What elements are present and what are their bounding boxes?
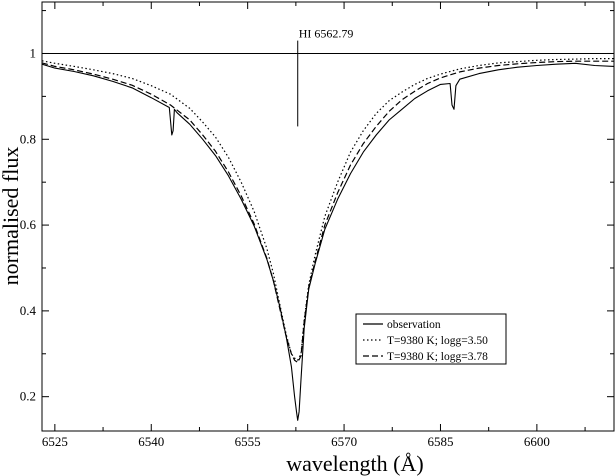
line-marker-label: HI 6562.79: [299, 27, 354, 41]
series-layer: [42, 58, 614, 421]
legend-label-logg-378: T=9380 K; logg=3.78: [387, 351, 488, 363]
x-tick-label: 6540: [138, 434, 164, 449]
x-axis-label: wavelength (Å): [286, 451, 423, 476]
x-tick-label: 6570: [331, 434, 357, 449]
annotation-layer: HI 6562.79: [297, 27, 354, 127]
axis-ticks: 6525 6540 6555 6570 6585 6600 0.2 0.4 0.6 0.8 1: [20, 2, 614, 449]
y-tick-label: 0.2: [20, 389, 36, 404]
plot-frame: [41, 1, 615, 432]
series-line-observation: [42, 62, 614, 421]
y-tick-label: 0.6: [20, 217, 37, 232]
x-tick-label: 6525: [42, 434, 68, 449]
series-line-t-9380-k-logg-3-50: [42, 58, 614, 361]
y-tick-label: 0.8: [20, 131, 36, 146]
legend-label-observation: observation: [387, 319, 441, 331]
y-axis-label: normalised flux: [0, 147, 23, 286]
x-tick-label: 6555: [235, 434, 261, 449]
y-tick-label: 0.4: [20, 303, 37, 318]
legend: observation T=9380 K; logg=3.50 T=9380 K…: [355, 313, 507, 365]
x-tick-label: 6600: [524, 434, 550, 449]
x-tick-label: 6585: [427, 434, 453, 449]
series-line-t-9380-k-logg-3-78: [42, 60, 614, 363]
y-tick-label: 1: [30, 45, 37, 60]
legend-label-logg-350: T=9380 K; logg=3.50: [387, 335, 488, 347]
